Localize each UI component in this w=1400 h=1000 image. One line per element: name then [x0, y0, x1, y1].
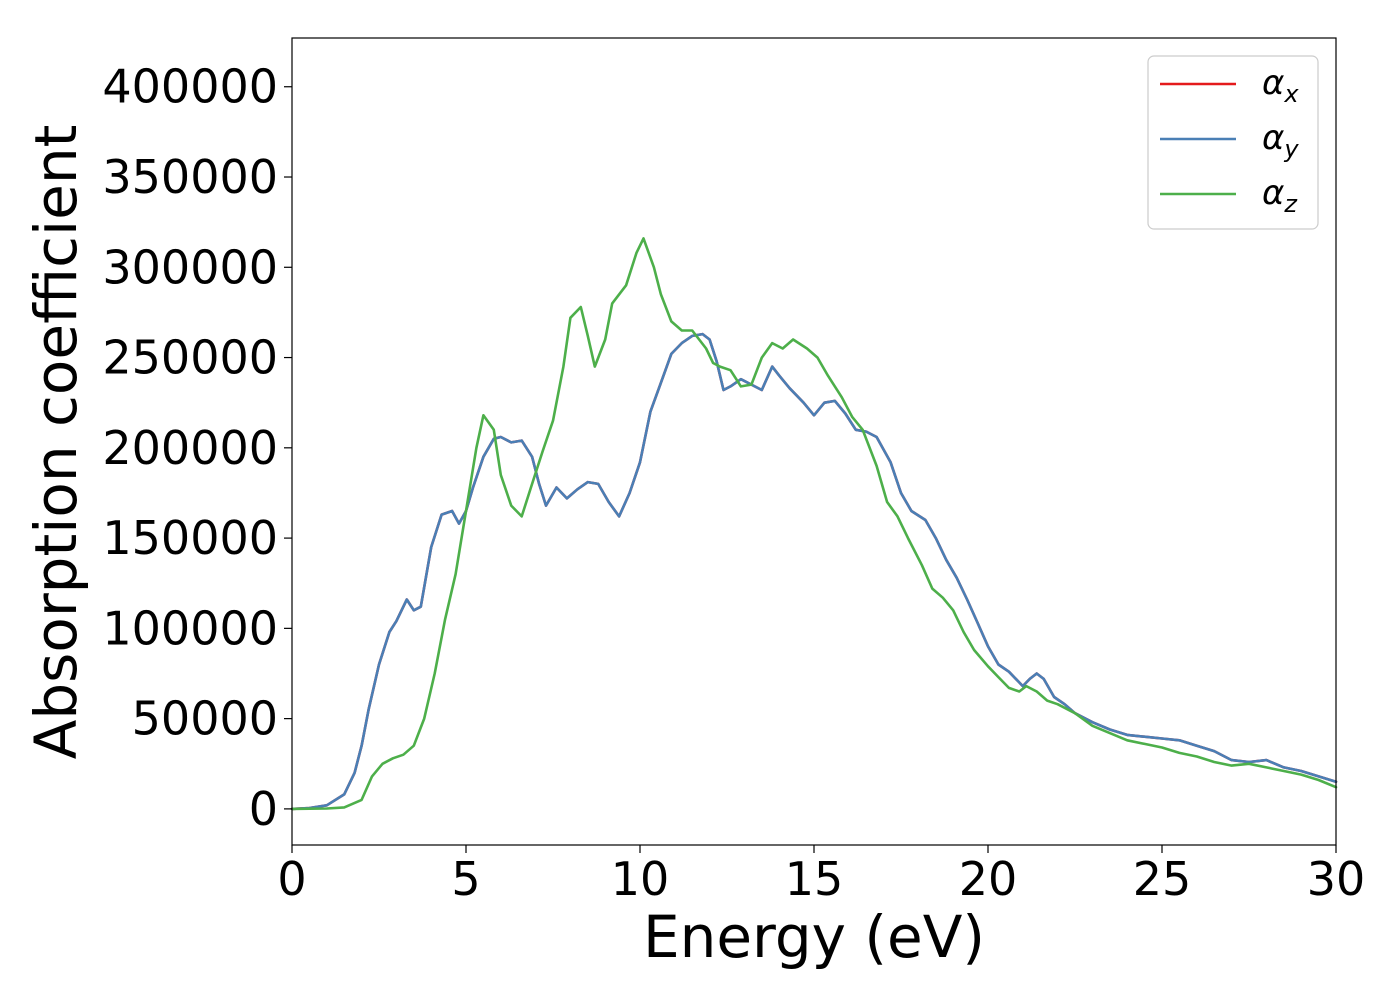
y-tick-label: 250000: [102, 331, 278, 385]
x-tick-label: 5: [451, 852, 480, 906]
series-line-x: [290, 332, 1338, 811]
y-tick-label: 0: [249, 782, 278, 836]
y-tick-label: 400000: [102, 60, 278, 114]
x-tick-label: 20: [959, 852, 1018, 906]
series-layer: [290, 237, 1338, 811]
y-tick-label: 100000: [102, 601, 278, 655]
x-tick-label: 25: [1133, 852, 1192, 906]
y-axis-label: Absorption coefficient: [22, 125, 90, 760]
x-tick-label: 10: [611, 852, 670, 906]
y-axis-ticks: 0 50000 100000 150000 200000 250000 300000 3500…: [102, 60, 292, 836]
x-axis-ticks: 0 5 10 15 20 25 30: [277, 845, 1365, 906]
x-axis-label: Energy (eV): [643, 903, 985, 971]
y-tick-label: 150000: [102, 511, 278, 565]
y-tick-label: 200000: [102, 421, 278, 475]
series-line-z: [290, 237, 1338, 811]
x-tick-label: 30: [1307, 852, 1366, 906]
legend-box: [1147, 55, 1319, 230]
x-tick-label: 0: [277, 852, 306, 906]
x-tick-label: 15: [785, 852, 844, 906]
series-line-y: [290, 332, 1338, 811]
y-tick-label: 50000: [132, 692, 278, 746]
y-tick-label: 300000: [102, 240, 278, 294]
y-tick-label: 350000: [102, 150, 278, 204]
